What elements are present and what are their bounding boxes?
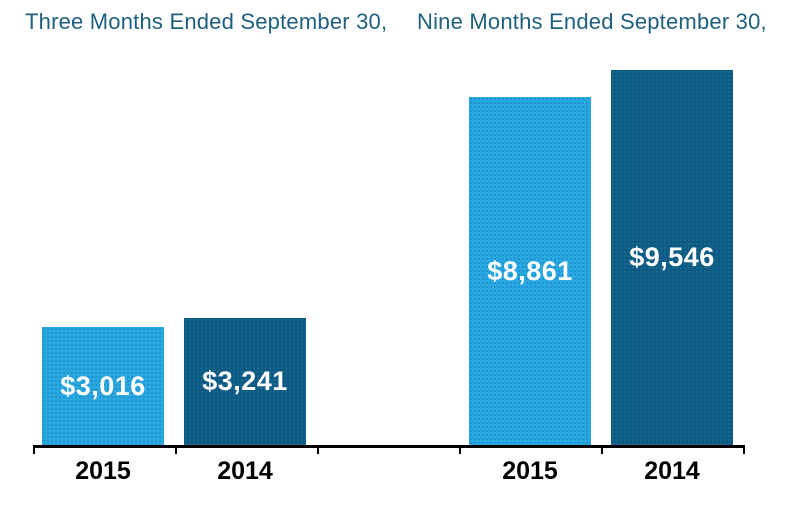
group-title-nine-months: Nine Months Ended September 30, [417, 9, 767, 34]
bar-value-label: $9,546 [629, 242, 715, 272]
bar-three-months-2014: $3,241 [184, 318, 306, 445]
bar-nine-months-2015: $8,861 [469, 97, 591, 445]
x-category-label-nine-months-2014: 2014 [644, 457, 700, 485]
x-axis-tick [317, 445, 319, 454]
x-axis-tick [743, 445, 745, 454]
bar-value-label: $8,861 [487, 255, 573, 286]
bar-nine-months-2014: $9,546 [611, 70, 733, 445]
x-axis-tick [33, 445, 35, 454]
x-axis-tick [459, 445, 461, 454]
x-category-label-three-months-2014: 2014 [217, 457, 273, 485]
bar-three-months-2015: $3,016 [42, 327, 164, 445]
x-axis-tick [601, 445, 603, 454]
bar-value-label: $3,016 [60, 370, 146, 401]
x-axis-tick [175, 445, 177, 454]
x-axis-line [33, 445, 745, 448]
x-category-label-nine-months-2015: 2015 [502, 457, 558, 485]
bar-value-label: $3,241 [202, 366, 288, 396]
group-title-three-months: Three Months Ended September 30, [25, 9, 388, 34]
x-category-label-three-months-2015: 2015 [75, 457, 131, 485]
